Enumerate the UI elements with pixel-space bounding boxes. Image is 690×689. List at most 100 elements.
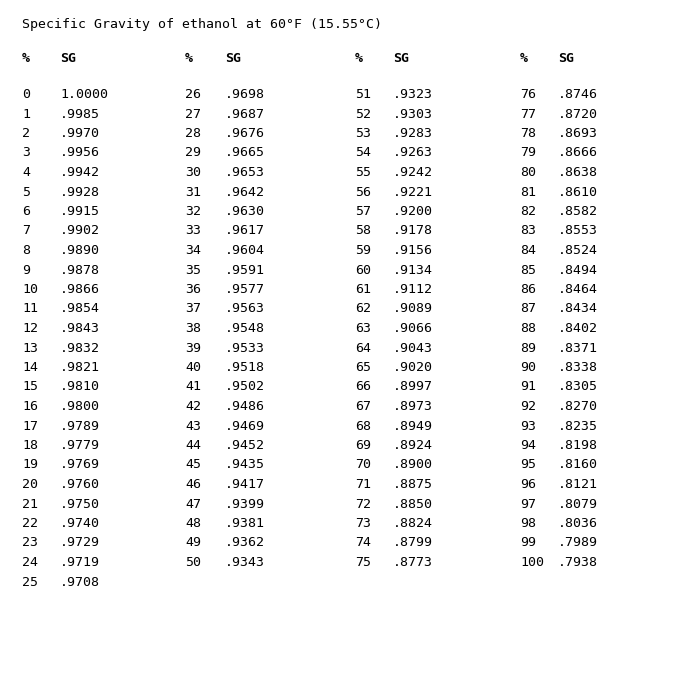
Text: .9843: .9843	[60, 322, 100, 335]
Text: .9591: .9591	[225, 263, 265, 276]
Text: .8079: .8079	[558, 497, 598, 511]
Text: .9577: .9577	[225, 283, 265, 296]
Text: 76: 76	[520, 88, 536, 101]
Text: 68: 68	[355, 420, 371, 433]
Text: .8610: .8610	[558, 185, 598, 198]
Text: .9942: .9942	[60, 166, 100, 179]
Text: 2: 2	[22, 127, 30, 140]
Text: .9200: .9200	[393, 205, 433, 218]
Text: 81: 81	[520, 185, 536, 198]
Text: .9435: .9435	[225, 458, 265, 471]
Text: 36: 36	[185, 283, 201, 296]
Text: .8799: .8799	[393, 537, 433, 550]
Text: .8850: .8850	[393, 497, 433, 511]
Text: 60: 60	[355, 263, 371, 276]
Text: 82: 82	[520, 205, 536, 218]
Text: .9452: .9452	[225, 439, 265, 452]
Text: 59: 59	[355, 244, 371, 257]
Text: 43: 43	[185, 420, 201, 433]
Text: 57: 57	[355, 205, 371, 218]
Text: 31: 31	[185, 185, 201, 198]
Text: 26: 26	[185, 88, 201, 101]
Text: 54: 54	[355, 147, 371, 159]
Text: .9708: .9708	[60, 575, 100, 588]
Text: .8693: .8693	[558, 127, 598, 140]
Text: 96: 96	[520, 478, 536, 491]
Text: 83: 83	[520, 225, 536, 238]
Text: 93: 93	[520, 420, 536, 433]
Text: .9156: .9156	[393, 244, 433, 257]
Text: .9915: .9915	[60, 205, 100, 218]
Text: 19: 19	[22, 458, 38, 471]
Text: .9810: .9810	[60, 380, 100, 393]
Text: .9902: .9902	[60, 225, 100, 238]
Text: .8036: .8036	[558, 517, 598, 530]
Text: .9821: .9821	[60, 361, 100, 374]
Text: 8: 8	[22, 244, 30, 257]
Text: 56: 56	[355, 185, 371, 198]
Text: 84: 84	[520, 244, 536, 257]
Text: .9563: .9563	[225, 302, 265, 316]
Text: 27: 27	[185, 107, 201, 121]
Text: .9890: .9890	[60, 244, 100, 257]
Text: .9486: .9486	[225, 400, 265, 413]
Text: .9283: .9283	[393, 127, 433, 140]
Text: .9630: .9630	[225, 205, 265, 218]
Text: .9362: .9362	[225, 537, 265, 550]
Text: .8121: .8121	[558, 478, 598, 491]
Text: 62: 62	[355, 302, 371, 316]
Text: .7989: .7989	[558, 537, 598, 550]
Text: SG: SG	[558, 52, 574, 65]
Text: .8949: .8949	[393, 420, 433, 433]
Text: 70: 70	[355, 458, 371, 471]
Text: .9970: .9970	[60, 127, 100, 140]
Text: .8997: .8997	[393, 380, 433, 393]
Text: .9866: .9866	[60, 283, 100, 296]
Text: .9548: .9548	[225, 322, 265, 335]
Text: 80: 80	[520, 166, 536, 179]
Text: .8434: .8434	[558, 302, 598, 316]
Text: .9750: .9750	[60, 497, 100, 511]
Text: 79: 79	[520, 147, 536, 159]
Text: 1: 1	[22, 107, 30, 121]
Text: .8160: .8160	[558, 458, 598, 471]
Text: 38: 38	[185, 322, 201, 335]
Text: 94: 94	[520, 439, 536, 452]
Text: 28: 28	[185, 127, 201, 140]
Text: SG: SG	[225, 52, 241, 65]
Text: 11: 11	[22, 302, 38, 316]
Text: .8746: .8746	[558, 88, 598, 101]
Text: .9020: .9020	[393, 361, 433, 374]
Text: .8900: .8900	[393, 458, 433, 471]
Text: 90: 90	[520, 361, 536, 374]
Text: .9221: .9221	[393, 185, 433, 198]
Text: .9854: .9854	[60, 302, 100, 316]
Text: 21: 21	[22, 497, 38, 511]
Text: 39: 39	[185, 342, 201, 355]
Text: 23: 23	[22, 537, 38, 550]
Text: .9769: .9769	[60, 458, 100, 471]
Text: .9617: .9617	[225, 225, 265, 238]
Text: .9178: .9178	[393, 225, 433, 238]
Text: .8464: .8464	[558, 283, 598, 296]
Text: 1.0000: 1.0000	[60, 88, 108, 101]
Text: 53: 53	[355, 127, 371, 140]
Text: .8553: .8553	[558, 225, 598, 238]
Text: 35: 35	[185, 263, 201, 276]
Text: 34: 34	[185, 244, 201, 257]
Text: .7938: .7938	[558, 556, 598, 569]
Text: .8494: .8494	[558, 263, 598, 276]
Text: 89: 89	[520, 342, 536, 355]
Text: .9303: .9303	[393, 107, 433, 121]
Text: 58: 58	[355, 225, 371, 238]
Text: 65: 65	[355, 361, 371, 374]
Text: 77: 77	[520, 107, 536, 121]
Text: .9956: .9956	[60, 147, 100, 159]
Text: .8402: .8402	[558, 322, 598, 335]
Text: 7: 7	[22, 225, 30, 238]
Text: 24: 24	[22, 556, 38, 569]
Text: 25: 25	[22, 575, 38, 588]
Text: .9642: .9642	[225, 185, 265, 198]
Text: .9066: .9066	[393, 322, 433, 335]
Text: .9263: .9263	[393, 147, 433, 159]
